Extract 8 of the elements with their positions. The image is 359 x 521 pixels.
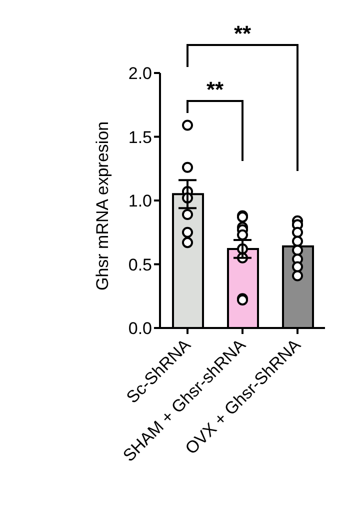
- y-tick-label: 0.0: [128, 319, 152, 338]
- annotation: **: [206, 77, 224, 102]
- y-tick-label: 0.5: [128, 255, 152, 274]
- y-tick-label: 1.5: [128, 128, 152, 147]
- y-tick-label: 1.0: [128, 192, 152, 211]
- y-tick-label: 2.0: [128, 64, 152, 84]
- significance-bracket: **: [186, 77, 244, 161]
- y-axis-title: Ghsr mRNA expresion: [93, 121, 112, 290]
